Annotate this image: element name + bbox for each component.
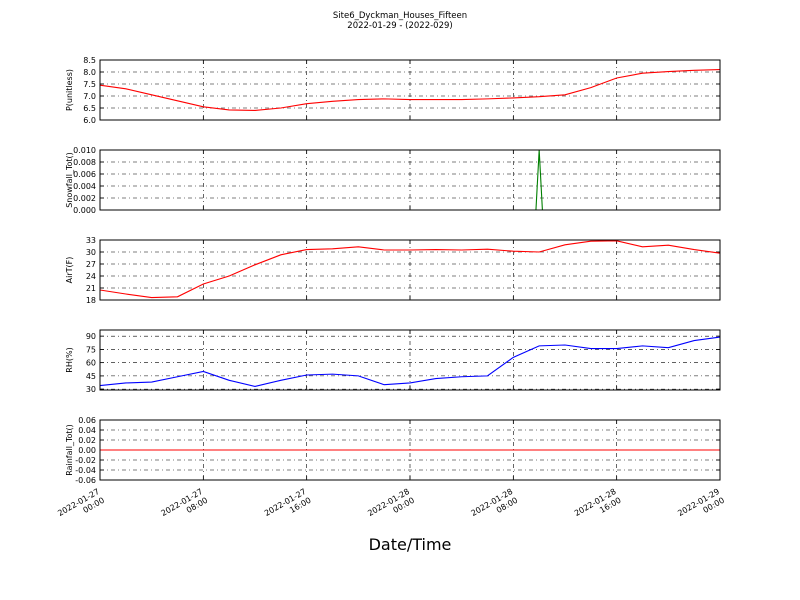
y-tick-label: -0.06 <box>75 476 96 485</box>
data-line <box>99 336 721 388</box>
y-axis-label: P(unitless) <box>65 69 74 111</box>
y-tick-label: -0.04 <box>75 466 96 475</box>
y-tick-label: 33 <box>86 236 96 245</box>
y-tick-label: 0.004 <box>73 182 96 191</box>
y-tick-label: 21 <box>86 284 96 293</box>
y-tick-label: 60 <box>86 359 96 368</box>
plot-frame <box>99 59 721 121</box>
y-tick-label: 7.0 <box>83 92 96 101</box>
y-tick-label: 0.010 <box>73 146 96 155</box>
y-tick-label: 18 <box>86 296 96 305</box>
y-tick-label: 0.00 <box>78 446 96 455</box>
y-tick-label: 0.04 <box>78 426 96 435</box>
y-tick-label: 0.002 <box>73 194 96 203</box>
plot-frame <box>99 149 721 211</box>
y-axis-label: AirT(F) <box>65 257 74 284</box>
y-tick-label: 90 <box>86 332 96 341</box>
plot-frame <box>99 239 721 301</box>
y-tick-label: 6.0 <box>83 116 96 125</box>
y-tick-label: 0.02 <box>78 436 96 445</box>
plot-frame <box>99 329 721 391</box>
y-tick-label: 0.06 <box>78 416 96 425</box>
y-tick-label: 30 <box>86 248 96 257</box>
data-line <box>99 240 721 299</box>
plot-frame <box>99 419 721 481</box>
y-tick-label: 6.5 <box>83 104 96 113</box>
y-tick-label: 30 <box>86 385 96 394</box>
y-tick-label: 8.5 <box>83 56 96 65</box>
y-tick-label: -0.02 <box>75 456 96 465</box>
figure-subtitle: 2022-01-29 - (2022-029) <box>347 21 452 31</box>
y-tick-label: 24 <box>86 272 96 281</box>
y-axis-label: RH(%) <box>65 347 74 372</box>
y-tick-label: 7.5 <box>83 80 96 89</box>
y-tick-label: 0.000 <box>73 206 96 215</box>
y-tick-label: 45 <box>86 372 96 381</box>
y-tick-label: 0.006 <box>73 170 96 179</box>
y-tick-label: 27 <box>86 260 96 269</box>
data-line <box>99 69 721 111</box>
y-tick-label: 8.0 <box>83 68 96 77</box>
y-tick-label: 0.008 <box>73 158 96 167</box>
y-axis-label: Rainfall_Tot() <box>65 424 74 476</box>
y-axis-label: Snowfall_Tot() <box>65 152 74 208</box>
x-axis-label: Date/Time <box>369 535 452 554</box>
y-tick-label: 75 <box>86 345 96 354</box>
figure-title: Site6_Dyckman_Houses_Fifteen <box>333 11 467 21</box>
